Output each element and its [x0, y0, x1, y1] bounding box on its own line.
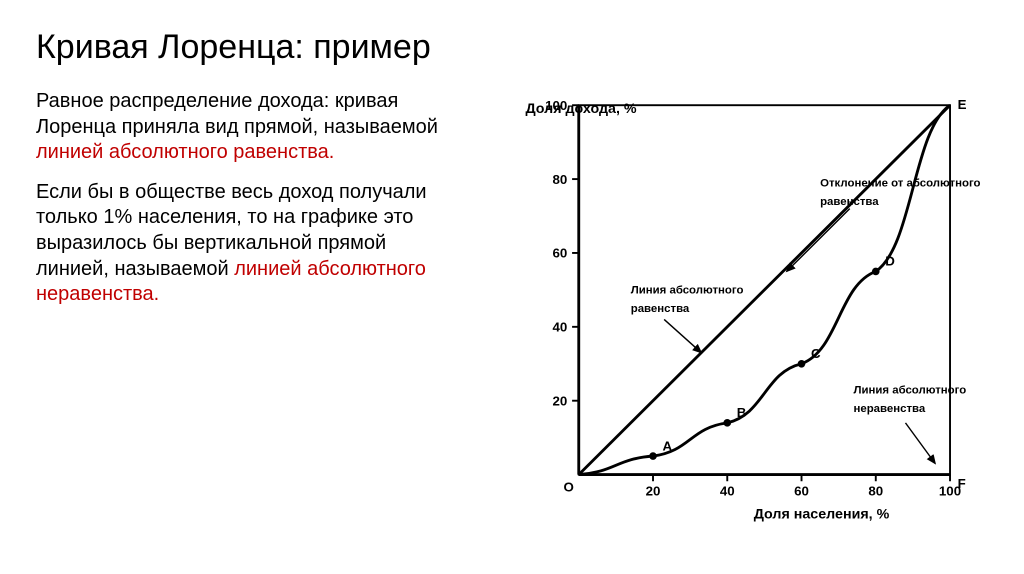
content-row: Равное распределение дохода: кривая Лоре…: [36, 89, 988, 546]
svg-text:O: O: [563, 480, 573, 495]
svg-text:F: F: [958, 476, 966, 491]
svg-text:E: E: [958, 97, 967, 112]
svg-text:Отклонение от абсолютного: Отклонение от абсолютного: [820, 177, 980, 189]
svg-text:Доля дохода, %: Доля дохода, %: [525, 101, 636, 117]
svg-text:Доля населения, %: Доля населения, %: [754, 506, 890, 522]
svg-text:A: A: [662, 438, 672, 453]
svg-text:20: 20: [645, 484, 660, 499]
text-column: Равное распределение дохода: кривая Лоре…: [36, 89, 455, 546]
svg-text:60: 60: [794, 484, 809, 499]
svg-text:неравенства: неравенства: [853, 403, 925, 415]
svg-text:80: 80: [868, 484, 883, 499]
svg-text:Линия абсолютного: Линия абсолютного: [631, 285, 744, 297]
svg-text:80: 80: [552, 172, 567, 187]
svg-text:равенства: равенства: [820, 196, 879, 208]
lorenz-chart: 2020404060608080100100Доля населения, %Д…: [455, 89, 988, 546]
paragraph-2: Если бы в обществе весь доход получали т…: [36, 180, 439, 308]
svg-text:Линия абсолютного: Линия абсолютного: [853, 384, 966, 396]
svg-text:C: C: [811, 346, 821, 361]
svg-text:B: B: [737, 405, 747, 420]
paragraph-1: Равное распределение дохода: кривая Лоре…: [36, 89, 439, 166]
paragraph-1-accent: линией абсолютного равенства.: [36, 141, 334, 163]
chart-column: 2020404060608080100100Доля населения, %Д…: [455, 89, 988, 546]
svg-text:D: D: [885, 254, 895, 269]
page-title: Кривая Лоренца: пример: [36, 28, 988, 67]
svg-text:60: 60: [552, 246, 567, 261]
paragraph-1-text: Равное распределение дохода: кривая Лоре…: [36, 90, 438, 138]
svg-text:равенства: равенства: [631, 303, 690, 315]
svg-text:20: 20: [552, 393, 567, 408]
svg-text:40: 40: [720, 484, 735, 499]
svg-text:40: 40: [552, 320, 567, 335]
